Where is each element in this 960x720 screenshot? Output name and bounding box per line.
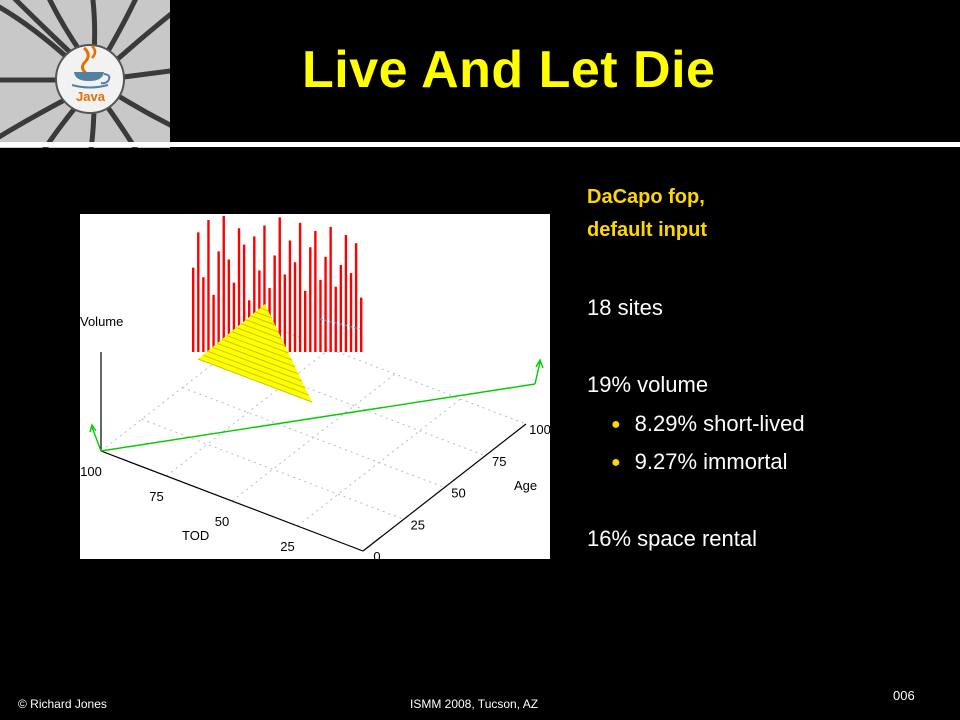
tod-tick-label: 100 [80,464,102,479]
volume-bar [309,247,312,352]
volume-bar [237,228,241,352]
triangle-stripe [216,342,299,375]
footer-venue: ISMM 2008, Tucson, AZ [410,697,539,711]
age-tick-label: 75 [492,454,506,469]
triangle-stripe [236,327,286,347]
volume-bar [329,226,332,352]
grid-line [231,373,396,502]
volume-bar [263,225,266,352]
triangle-stripe [221,338,296,368]
green-arrowhead-left [89,423,97,433]
tod-tick-label: 75 [149,489,163,504]
age-tick-label: 50 [451,486,465,501]
age-axis-line [362,423,527,552]
volume-bar [253,236,256,352]
volume-bar [314,230,317,352]
volume-bar [222,216,225,352]
bullet-icon: ● [611,416,621,433]
volume-bar [293,262,297,352]
bullet-icon: ● [611,454,621,471]
chart-axes [89,352,544,552]
volume-bar [339,264,343,352]
age-tick-label: 0 [373,549,380,564]
volume-bar [273,255,276,352]
footer-copyright: © Richard Jones [18,697,107,711]
subtitle-line-2: default input [587,219,707,241]
cyan-marker-line [319,318,361,330]
stat-volume: 19% volume [587,372,709,397]
green-arrow-left [91,426,102,452]
stat-immortal: ● 9.27% immortal [611,449,788,475]
stat-short-lived: ● 8.29% short-lived [611,411,805,437]
grid-line [166,348,330,477]
logo-text: Java [76,89,106,104]
java-logo: Java [0,0,181,159]
triangle-stripe [231,331,289,354]
volume-bar [217,251,220,352]
slide-title: Live And Let Die [302,41,716,99]
tod-tick-label: 50 [215,514,229,529]
green-diagonal-line [100,383,536,452]
volume-bar [232,282,236,352]
tod-axis-label: TOD [182,528,209,543]
tod-tick-label: 0 [349,564,356,579]
chart-triangle [197,304,361,403]
triangle-stripe [202,354,309,396]
volume-bar [283,274,287,352]
volume-bar [344,235,348,352]
volume-bar [354,243,358,352]
age-tick-label: 100 [529,422,551,437]
title-divider [0,142,960,147]
volume-bar [192,267,195,352]
green-arrowhead-right [535,358,544,369]
slide-number: 006 [893,688,915,703]
triangle-stripe [255,311,272,319]
java-coffee-cup-icon [71,45,111,89]
chart-grid [100,323,527,552]
volume-bar [288,240,292,352]
volume-bar [304,290,307,352]
volume-bar [349,273,353,352]
logo-graphic: Java [0,0,181,159]
triangle-stripe [207,350,306,389]
triangle-stripe [250,315,276,326]
volume-bar [242,244,246,352]
volume-bar [360,297,363,352]
stat-sites: 18 sites [587,295,663,320]
grid-line [297,398,461,527]
triangle-stripe [240,323,282,340]
triangle-stripe [212,346,303,382]
volume-3d-chart: 100 75 50 25 0 0 25 50 75 100 Volume TOD Age [80,216,551,579]
tod-tick-label: 25 [280,539,294,554]
volume-bar [202,277,205,352]
tod-axis-line [100,450,364,552]
triangle-stripe [226,334,293,361]
subtitle-line-1: DaCapo fop, [587,186,705,208]
triangle-stripe [260,307,269,312]
volume-bar [212,294,215,352]
volume-bar [278,217,281,352]
stat-immortal-text: 9.27% immortal [634,449,788,474]
volume-bar [324,256,327,352]
volume-bar [298,222,302,352]
volume-bar [207,220,210,352]
volume-axis-label: Volume [80,314,123,329]
volume-bar [319,279,322,352]
chart-labels: 100 75 50 25 0 0 25 50 75 100 Volume TOD Age [80,314,551,579]
volume-bar [227,259,231,352]
volume-bar [197,232,200,352]
volume-bar [334,286,337,352]
stat-short-lived-text: 8.29% short-lived [634,411,805,436]
triangle-stripe [197,358,313,403]
triangle-stripe [245,319,279,333]
green-arrow-right [534,361,541,385]
stat-space-rental: 16% space rental [587,526,757,551]
chart-panel: 100 75 50 25 0 0 25 50 75 100 Volume TOD Age [80,214,551,579]
triangle-region [198,304,312,402]
age-axis-label: Age [514,478,537,493]
age-tick-label: 25 [411,517,425,532]
grid-line [141,418,404,520]
